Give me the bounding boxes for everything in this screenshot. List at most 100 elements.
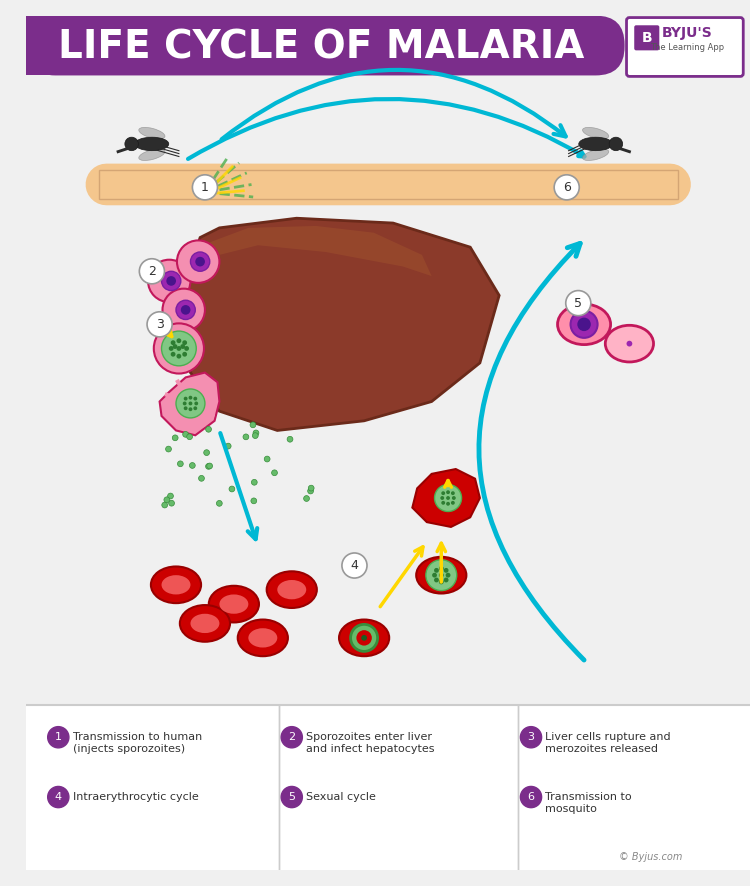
Ellipse shape bbox=[267, 571, 316, 608]
Circle shape bbox=[566, 291, 591, 315]
Text: 5: 5 bbox=[288, 792, 296, 802]
Circle shape bbox=[162, 502, 167, 508]
Text: 6: 6 bbox=[562, 181, 571, 194]
Circle shape bbox=[451, 501, 454, 505]
Circle shape bbox=[164, 497, 170, 502]
Circle shape bbox=[439, 566, 444, 571]
Circle shape bbox=[578, 317, 591, 331]
Circle shape bbox=[183, 401, 187, 406]
Circle shape bbox=[308, 486, 314, 491]
Circle shape bbox=[178, 461, 183, 467]
Ellipse shape bbox=[583, 128, 609, 139]
Ellipse shape bbox=[605, 325, 653, 362]
Circle shape bbox=[281, 787, 302, 808]
Ellipse shape bbox=[278, 580, 306, 599]
Polygon shape bbox=[205, 226, 432, 276]
Circle shape bbox=[176, 354, 182, 359]
Circle shape bbox=[452, 496, 456, 500]
Text: 2: 2 bbox=[148, 265, 156, 278]
FancyBboxPatch shape bbox=[626, 18, 743, 76]
Circle shape bbox=[554, 175, 579, 200]
Circle shape bbox=[281, 727, 302, 748]
Circle shape bbox=[446, 496, 450, 500]
Circle shape bbox=[434, 578, 439, 582]
Circle shape bbox=[207, 463, 212, 469]
Circle shape bbox=[187, 434, 193, 439]
Circle shape bbox=[441, 501, 446, 505]
Circle shape bbox=[180, 344, 185, 349]
Bar bbox=[99, 170, 678, 199]
Polygon shape bbox=[181, 218, 500, 431]
Ellipse shape bbox=[180, 605, 230, 641]
Circle shape bbox=[184, 407, 188, 410]
Circle shape bbox=[243, 434, 249, 439]
Ellipse shape bbox=[583, 149, 609, 160]
Circle shape bbox=[147, 312, 172, 337]
Circle shape bbox=[176, 346, 182, 351]
Circle shape bbox=[194, 401, 198, 406]
Circle shape bbox=[626, 341, 632, 346]
Text: 3: 3 bbox=[156, 318, 164, 330]
Circle shape bbox=[183, 431, 188, 438]
Ellipse shape bbox=[416, 556, 466, 594]
Text: 2: 2 bbox=[288, 732, 296, 742]
Circle shape bbox=[184, 346, 189, 351]
Circle shape bbox=[161, 331, 196, 366]
Polygon shape bbox=[413, 469, 480, 527]
Circle shape bbox=[434, 568, 439, 572]
Circle shape bbox=[182, 340, 187, 345]
Text: Sexual cycle: Sexual cycle bbox=[306, 792, 376, 802]
Circle shape bbox=[181, 305, 190, 315]
Circle shape bbox=[251, 479, 257, 486]
Circle shape bbox=[272, 470, 278, 476]
Circle shape bbox=[439, 572, 444, 578]
Circle shape bbox=[571, 311, 598, 338]
Circle shape bbox=[206, 426, 212, 432]
Text: Transmission to human
(injects sporozoites): Transmission to human (injects sporozoit… bbox=[73, 733, 202, 754]
Ellipse shape bbox=[238, 619, 288, 657]
Circle shape bbox=[177, 240, 220, 283]
Circle shape bbox=[194, 407, 197, 410]
Circle shape bbox=[440, 496, 444, 500]
Circle shape bbox=[451, 491, 454, 495]
Ellipse shape bbox=[248, 628, 278, 648]
FancyBboxPatch shape bbox=[26, 16, 625, 75]
Circle shape bbox=[163, 289, 205, 331]
Text: 6: 6 bbox=[527, 792, 535, 802]
Circle shape bbox=[609, 137, 622, 151]
Circle shape bbox=[304, 495, 310, 501]
Circle shape bbox=[362, 635, 367, 641]
Ellipse shape bbox=[339, 619, 389, 657]
Circle shape bbox=[444, 568, 448, 572]
Circle shape bbox=[204, 450, 209, 455]
Circle shape bbox=[444, 578, 448, 582]
Circle shape bbox=[194, 397, 197, 400]
Circle shape bbox=[176, 389, 205, 418]
Circle shape bbox=[172, 435, 178, 440]
Ellipse shape bbox=[151, 566, 201, 603]
Circle shape bbox=[356, 630, 372, 646]
Circle shape bbox=[520, 727, 542, 748]
Circle shape bbox=[190, 252, 210, 271]
Circle shape bbox=[251, 498, 257, 504]
Circle shape bbox=[193, 175, 217, 200]
Circle shape bbox=[166, 276, 176, 286]
Ellipse shape bbox=[557, 304, 610, 345]
Circle shape bbox=[446, 572, 451, 578]
Circle shape bbox=[171, 352, 176, 357]
Ellipse shape bbox=[579, 137, 613, 151]
Text: 4: 4 bbox=[55, 792, 62, 802]
Text: 5: 5 bbox=[574, 297, 582, 309]
Circle shape bbox=[195, 257, 205, 267]
Circle shape bbox=[250, 422, 256, 428]
Circle shape bbox=[229, 486, 235, 492]
Text: BYJU'S: BYJU'S bbox=[662, 26, 712, 40]
Circle shape bbox=[184, 397, 188, 400]
Circle shape bbox=[342, 553, 367, 578]
Circle shape bbox=[154, 323, 204, 374]
Circle shape bbox=[432, 572, 437, 578]
Circle shape bbox=[182, 352, 187, 357]
Circle shape bbox=[253, 432, 258, 439]
Text: © Byjus.com: © Byjus.com bbox=[619, 851, 682, 862]
Circle shape bbox=[520, 787, 542, 808]
